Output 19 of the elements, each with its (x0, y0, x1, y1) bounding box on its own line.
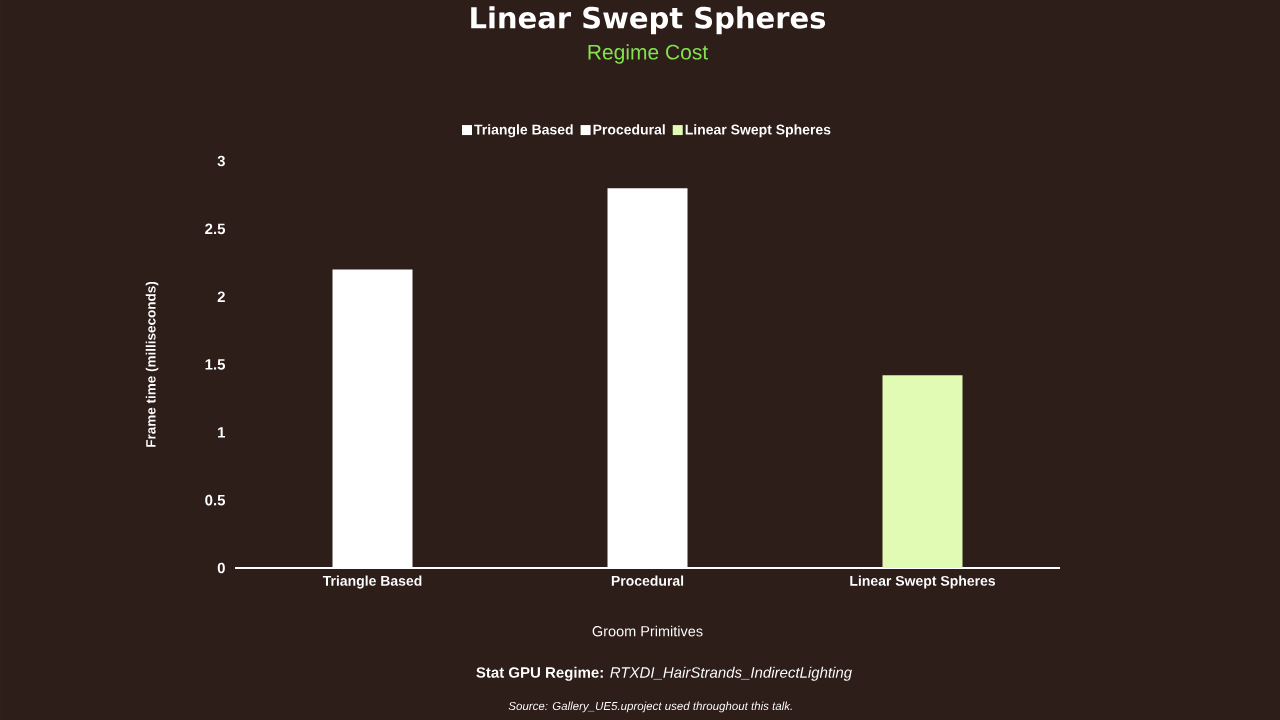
x-tick-label: Triangle Based (322, 575, 422, 589)
text: Stat GPU Regime: RTXDI_HairStrands_IndirectLighting (476, 666, 852, 681)
y-axis-title: Frame time (milliseconds) (145, 281, 159, 447)
x-tick-label: Procedural (611, 575, 684, 586)
y-tick-label: 3 (217, 155, 225, 167)
legend-label: Procedural (593, 124, 665, 135)
chart-title: Linear Swept Spheres (471, 6, 826, 35)
y-tick-label: 1.5 (205, 359, 226, 370)
x-axis-title: Groom Primitives (592, 625, 703, 637)
source-note: Source: Gallery_UE5.uproject used throughout this talk. (508, 701, 792, 713)
y-tick-label: 2 (217, 291, 225, 302)
y-tick-label: 0.5 (205, 494, 226, 506)
legend-label: Linear Swept Spheres (685, 124, 831, 138)
y-tick-label: 2.5 (205, 223, 226, 235)
y-tick-label: 0 (217, 562, 225, 574)
y-tick-label: 1 (218, 427, 226, 438)
chart-subtitle: Regime Cost (588, 44, 708, 64)
legend-label: Triangle Based (474, 124, 573, 138)
x-tick-label: Linear Swept Spheres (850, 575, 996, 589)
